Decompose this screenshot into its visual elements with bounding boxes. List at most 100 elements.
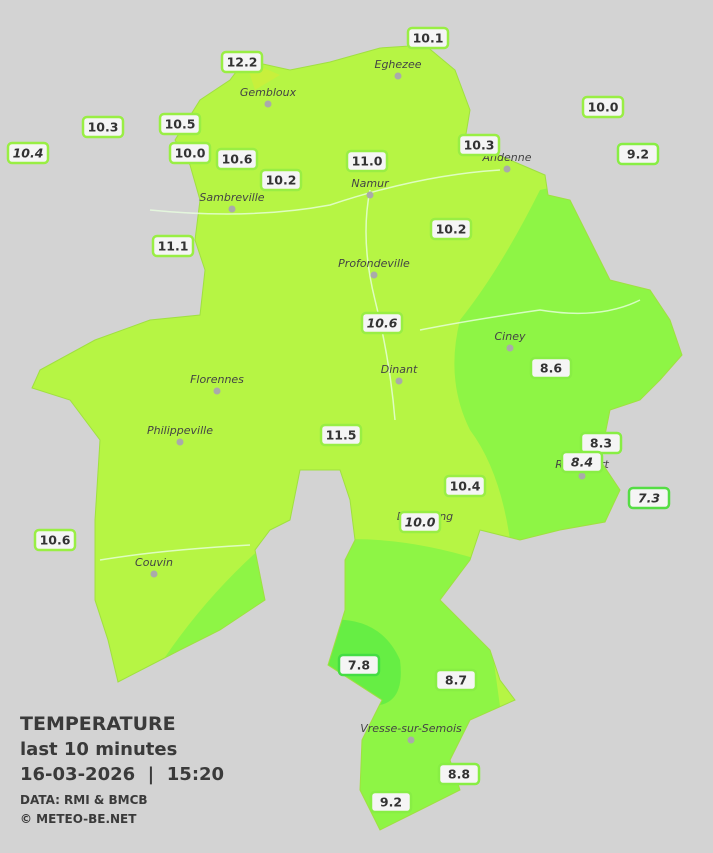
station: 12.2 (220, 50, 264, 74)
town-dot (578, 472, 586, 480)
station-box (81, 115, 125, 139)
station: 10.2 (429, 217, 473, 241)
town-dot (370, 271, 378, 279)
station: 10.3 (457, 133, 501, 157)
town-dot (264, 100, 272, 108)
station-value: 8.6 (540, 361, 562, 376)
station: 10.6 (33, 528, 77, 552)
legend-title: TEMPERATURE (20, 713, 176, 735)
town-dot (213, 387, 221, 395)
station: 10.5 (158, 112, 202, 136)
station-value: 10.2 (266, 173, 297, 188)
station-box (215, 147, 259, 171)
station: 7.8 (337, 653, 381, 677)
town-dot (407, 736, 415, 744)
station-box (616, 142, 660, 166)
town-label: Florennes (190, 373, 244, 386)
station-value: 10.0 (588, 100, 619, 115)
station-value: 9.2 (380, 795, 402, 810)
town-dot (503, 165, 511, 173)
station-box (337, 653, 381, 677)
station: 8.7 (434, 668, 478, 692)
town-label: Namur (351, 177, 390, 190)
station-box (437, 762, 481, 786)
town-dot (176, 438, 184, 446)
station-box (33, 528, 77, 552)
town-dot (394, 72, 402, 80)
town-dot (395, 377, 403, 385)
station-value: 7.8 (348, 658, 370, 673)
station-value: 10.6 (40, 533, 71, 548)
station: 8.8 (437, 762, 481, 786)
station: 10.4 (6, 141, 50, 165)
station: 8.6 (529, 356, 573, 380)
station: 10.0 (398, 510, 442, 534)
station-value: 10.5 (165, 117, 196, 132)
station-box (443, 474, 487, 498)
station: 9.2 (616, 142, 660, 166)
station-box (345, 149, 389, 173)
station-value: 10.1 (413, 31, 444, 46)
station-value: 8.8 (448, 767, 470, 782)
station-box (168, 141, 212, 165)
station-box (627, 486, 671, 510)
legend-period: last 10 minutes (20, 739, 177, 760)
rivers (99, 169, 641, 561)
station-box (434, 668, 478, 692)
station-value: 8.3 (590, 436, 612, 451)
station-box (158, 112, 202, 136)
town-label: Philippeville (147, 424, 213, 437)
station-value: 10.0 (405, 515, 436, 530)
station: 10.0 (581, 95, 625, 119)
town-label: Couvin (135, 556, 173, 569)
station-value: 7.3 (638, 491, 660, 506)
station-box (406, 26, 450, 50)
station-box (429, 217, 473, 241)
station-value: 10.3 (88, 120, 119, 135)
station: 10.3 (81, 115, 125, 139)
town-label: Dinant (381, 363, 418, 376)
station: 8.3 (579, 431, 623, 455)
station: 11.5 (319, 423, 363, 447)
legend-timestamp: 16-03-2026 | 15:20 (20, 764, 224, 785)
town-dot (366, 191, 374, 199)
station-value: 10.6 (367, 316, 398, 331)
station-value: 10.4 (13, 146, 44, 161)
station-value: 9.2 (627, 147, 649, 162)
station: 11.1 (151, 234, 195, 258)
station: 11.0 (345, 149, 389, 173)
station-box (319, 423, 363, 447)
station-box (220, 50, 264, 74)
station: 8.4 (560, 450, 604, 474)
town-label: Vresse-sur-Semois (360, 722, 462, 735)
town-label: Eghezee (375, 58, 422, 71)
station-box (560, 450, 604, 474)
town-dot (506, 344, 514, 352)
station: 10.6 (360, 311, 404, 335)
station-box (6, 141, 50, 165)
station-value: 8.7 (445, 673, 467, 688)
station-box (529, 356, 573, 380)
station-value: 10.3 (464, 138, 495, 153)
station: 10.2 (259, 168, 303, 192)
town-label: Profondeville (338, 257, 410, 270)
station-box (398, 510, 442, 534)
station-box (457, 133, 501, 157)
town-dot (150, 570, 158, 578)
station: 10.6 (215, 147, 259, 171)
station-value: 8.4 (571, 455, 593, 470)
station: 10.4 (443, 474, 487, 498)
station-value: 11.5 (326, 428, 357, 443)
station-value: 10.0 (175, 146, 206, 161)
station-value: 10.4 (450, 479, 481, 494)
legend-copyright: © METEO-BE.NET (20, 812, 137, 826)
station-value: 10.2 (436, 222, 467, 237)
station-box (360, 311, 404, 335)
station: 9.2 (369, 790, 413, 814)
station-box (151, 234, 195, 258)
station: 10.0 (168, 141, 212, 165)
town-label: Ciney (495, 330, 526, 343)
station-value: 10.6 (222, 152, 253, 167)
station-box (369, 790, 413, 814)
